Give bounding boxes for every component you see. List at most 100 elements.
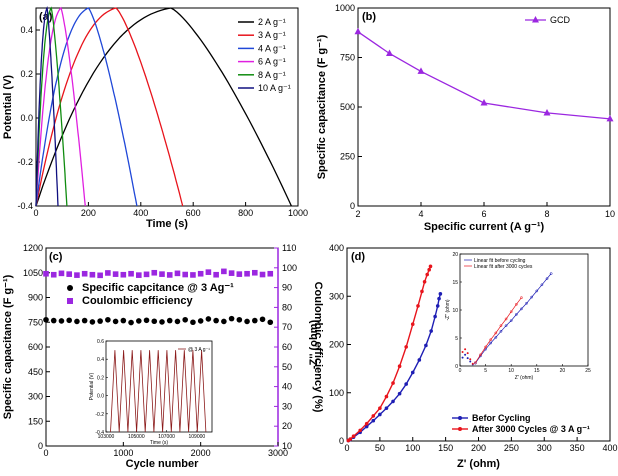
inset-data-point — [484, 345, 487, 349]
x-tick-label: 2 — [355, 209, 360, 219]
capacitance-point — [174, 318, 181, 325]
capacitance-point — [228, 315, 235, 322]
inset-data-point — [499, 324, 503, 328]
capacitance-point — [89, 319, 96, 325]
y-tick-label: 400 — [329, 243, 344, 253]
x-tick-label: 3000 — [268, 448, 288, 458]
efficiency-point — [182, 271, 188, 278]
series-line — [35, 7, 292, 207]
data-point — [420, 289, 424, 294]
data-point — [404, 382, 408, 386]
inset-x-axis-label: Z' (ohm) — [515, 375, 534, 381]
inset-legend-label: Linear fit before cycling — [474, 258, 526, 264]
data-point — [371, 414, 376, 418]
data-point — [391, 399, 395, 404]
x-tick-label: 200 — [471, 443, 486, 453]
y-tick-label: 1050 — [23, 268, 43, 278]
y2-tick-label: 110 — [282, 243, 296, 253]
series-line — [35, 6, 68, 207]
efficiency-point — [89, 271, 96, 278]
capacitance-point — [267, 319, 274, 326]
y-axis-label: Potential (V) — [2, 75, 14, 140]
inset-data-point — [461, 356, 464, 359]
data-point — [433, 314, 437, 319]
panel-c: 0 1000 2000 3000015030045060075090010501200… — [2, 243, 324, 470]
x-axis-label: Z' (ohm) — [457, 458, 500, 470]
efficiency-point — [205, 269, 212, 275]
inset-x-tick-label: 107000 — [158, 434, 175, 440]
data-point — [397, 391, 402, 396]
inset-x-tick-label: 109000 — [189, 434, 206, 440]
efficiency-point — [259, 271, 266, 278]
inset-data-point — [514, 303, 518, 306]
y2-tick-label: 20 — [282, 421, 292, 431]
data-point — [410, 370, 415, 375]
y2-tick-label: 70 — [282, 322, 292, 332]
x-tick-label: 350 — [570, 443, 585, 453]
inset-data-point — [489, 341, 493, 345]
data-point — [422, 279, 427, 284]
inset-y-tick-label: 15 — [452, 280, 458, 286]
efficiency-point — [228, 270, 235, 276]
efficiency-point — [166, 272, 173, 278]
y-axis-label: Specific capacitance (F g⁻¹) — [316, 34, 328, 179]
x-axis-label: Time (s) — [146, 218, 188, 230]
legend-label: Coulombic efficiency — [82, 295, 194, 307]
y-axis-label: -Z'' (ohm) — [308, 320, 320, 370]
inset-x-tick-label: 103000 — [98, 434, 115, 440]
x-tick-label: 4 — [418, 209, 423, 219]
inset-data-point — [494, 336, 498, 339]
inset-x-tick-label: 10 — [508, 368, 514, 374]
inset-y-tick-label: 10 — [452, 308, 458, 314]
inset-data-point — [549, 272, 553, 275]
efficiency-point — [252, 269, 258, 276]
data-point — [397, 364, 402, 369]
inset-y-tick-label: -0.4 — [95, 430, 104, 436]
legend-label: 8 A g⁻¹ — [258, 70, 286, 80]
data-point — [606, 114, 614, 122]
y-tick-label: 150 — [28, 416, 43, 426]
inset-y-tick-label: 20 — [452, 252, 458, 258]
data-point — [371, 418, 376, 423]
efficiency-point — [244, 270, 250, 277]
efficiency-point — [221, 268, 227, 275]
inset-frame — [459, 253, 589, 367]
y-tick-label: 0 — [350, 201, 355, 211]
inset-x-tick-label: 0 — [459, 368, 462, 374]
legend-label: Befor Cycling — [472, 413, 531, 423]
x-tick-label: 1000 — [113, 448, 133, 458]
inset-y-axis-label: Potential (V) — [89, 372, 95, 400]
inset-data-point — [474, 361, 477, 364]
data-point — [435, 304, 440, 308]
legend-label: Specific capcitance @ 3 Ag⁻¹ — [82, 282, 234, 294]
y2-tick-label: 60 — [282, 342, 292, 352]
x-tick-label: 0 — [43, 448, 48, 458]
data-point — [417, 67, 425, 74]
capacitance-point — [112, 318, 119, 325]
data-point — [378, 406, 382, 410]
capacitance-point — [197, 318, 204, 324]
efficiency-point — [97, 272, 103, 279]
y-tick-label: 0.2 — [20, 69, 33, 79]
data-point — [438, 292, 443, 296]
y-tick-label: -0.2 — [17, 157, 33, 167]
data-point — [364, 421, 369, 426]
x-tick-label: 6 — [481, 209, 486, 219]
capacitance-point — [128, 319, 134, 326]
efficiency-point — [112, 271, 119, 277]
y-tick-label: 900 — [28, 293, 43, 303]
y-tick-label: 750 — [28, 317, 43, 327]
legend-label: 6 A g⁻¹ — [258, 57, 286, 67]
inset-legend-label: @ 3 A g⁻¹ — [188, 347, 210, 353]
inset-y-tick-label: 0.2 — [97, 375, 104, 381]
legend-label: GCD — [550, 15, 571, 25]
inset-x-tick-label: 5 — [484, 368, 487, 374]
capacitance-point — [213, 317, 219, 324]
capacitance-point — [166, 317, 173, 324]
inset-data-point — [469, 358, 472, 361]
inset-fit-line — [475, 297, 522, 363]
inset-data-point — [509, 319, 513, 322]
capacitance-point — [190, 319, 196, 326]
capacitance-point — [259, 316, 266, 323]
x-tick-label: 800 — [238, 208, 253, 218]
